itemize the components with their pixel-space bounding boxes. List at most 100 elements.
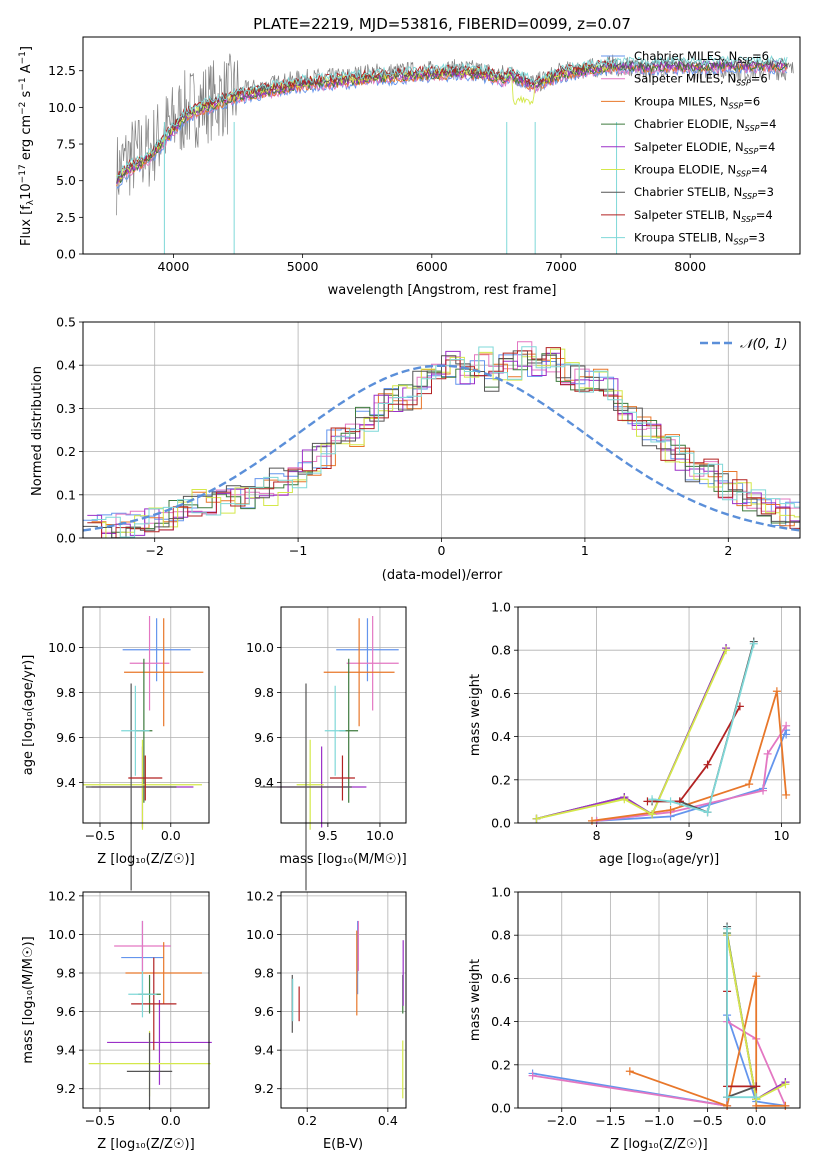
x-tick-label: 0.4 xyxy=(378,1113,398,1128)
weight-point-marker xyxy=(625,1067,634,1076)
legend-sub: SSP xyxy=(734,238,749,247)
grid xyxy=(518,891,800,1109)
weight-point-marker xyxy=(745,780,754,789)
legend-value: =6 xyxy=(743,94,760,108)
spectrum-title: PLATE=2219, MJD=53816, FIBERID=0099, z=0… xyxy=(253,15,631,33)
x-tick-label: −0.5 xyxy=(85,1113,115,1128)
weight-vs-age-panel: 8 9 10 0.0 0.2 0.4 0.6 0.8 1.0 age [log₁₀(age/yr)… xyxy=(468,600,801,867)
y-tick-label: 0.8 xyxy=(491,643,511,658)
hist-xlabel: (data-model)/error xyxy=(382,568,503,583)
y-tick-label: 9.2 xyxy=(254,1081,274,1096)
histogram-step-line xyxy=(87,350,800,536)
legend-entry: 𝒩(0, 1) xyxy=(740,337,787,352)
x-tick-label: 1 xyxy=(581,543,589,558)
legend-sub: SSP xyxy=(741,215,756,224)
weight-point-marker xyxy=(528,1071,537,1080)
weight-point-marker xyxy=(643,797,652,806)
legend-entry: Salpeter STELIB, NSSP=4 xyxy=(634,208,773,224)
axes-frame xyxy=(82,891,210,1109)
weight-point-marker xyxy=(723,1101,732,1110)
x-tick-label: −2 xyxy=(145,543,163,558)
x-tick-label: 0.0 xyxy=(161,1113,181,1128)
hist-ylabel: Normed distribution xyxy=(30,366,45,496)
x-tick-label: 7000 xyxy=(545,259,577,274)
panel-xlabel: Z [log₁₀(Z/Z☉)] xyxy=(97,1137,194,1152)
panel-xlabel: Z [log₁₀(Z/Z☉)] xyxy=(97,852,194,867)
legend-value: =6 xyxy=(752,49,769,63)
histogram-steps xyxy=(83,341,800,538)
y-tick-label: 9.8 xyxy=(56,685,76,700)
weight-point-marker xyxy=(723,924,732,933)
weight-point-marker xyxy=(781,1101,790,1110)
x-tick-label: 2 xyxy=(724,543,732,558)
weight-point-marker xyxy=(782,730,791,739)
x-tick-label: 9.5 xyxy=(318,828,338,843)
y-tick-label: 5.0 xyxy=(56,173,76,188)
age-vs-metallicity-panel: −0.5 0.0 9.4 9.6 9.8 10.0 Z [log₁₀(Z/Z☉)] age [… xyxy=(21,606,210,891)
y-tick-label: 9.6 xyxy=(254,730,274,745)
axes-frame xyxy=(280,891,407,1109)
x-tick-label: 4000 xyxy=(158,259,190,274)
y-tick-label: 9.4 xyxy=(56,1043,76,1058)
mass-vs-metallicity-panel: −0.5 0.0 9.2 9.4 9.6 9.8 10.0 10.2 Z [log₁₀(Z/Z☉… xyxy=(21,888,212,1152)
spectrum-panel: PLATE=2219, MJD=53816, FIBERID=0099, z=0… xyxy=(18,15,801,298)
y-tick-label: 0.0 xyxy=(491,1101,511,1116)
legend-value: =4 xyxy=(751,163,768,177)
grid xyxy=(83,607,209,823)
x-tick-label: −1.5 xyxy=(595,1113,625,1128)
y-tick-label: 10.0 xyxy=(48,927,76,942)
weight-point-marker xyxy=(763,749,772,758)
grid xyxy=(83,892,209,1108)
legend-value: =4 xyxy=(760,117,777,131)
legend-entry: Chabrier MILES, NSSP=6 xyxy=(634,49,769,65)
panel-ylabel: mass weight xyxy=(468,674,483,756)
grid xyxy=(281,607,406,823)
x-tick-label: 0.0 xyxy=(161,828,181,843)
spectrum-xlabel: wavelength [Angstrom, rest frame] xyxy=(328,283,557,298)
y-tick-label: 0.1 xyxy=(56,487,76,502)
legend-entry: Kroupa MILES, NSSP=6 xyxy=(634,94,760,110)
y-tick-label: 0.4 xyxy=(491,1014,511,1029)
y-tick-label: 0.5 xyxy=(56,315,76,330)
panel-ylabel: age [log₁₀(age/yr)] xyxy=(21,655,36,776)
weight-point-marker xyxy=(703,808,712,817)
histogram-step-line xyxy=(83,354,800,526)
legend-sub: SSP xyxy=(737,56,752,65)
y-tick-label: 0.4 xyxy=(56,358,76,373)
panel-ylabel: mass weight xyxy=(468,959,483,1041)
y-tick-label: 9.4 xyxy=(56,775,76,790)
y-tick-label: 0.0 xyxy=(56,247,76,262)
y-tick-label: 0.2 xyxy=(56,444,76,459)
x-tick-label: 0.2 xyxy=(297,1113,317,1128)
y-tick-label: 9.8 xyxy=(254,966,274,981)
y-tick-label: 1.0 xyxy=(491,885,511,900)
legend-sub: SSP xyxy=(736,79,751,88)
axes-frame xyxy=(517,606,801,824)
weight-point-marker xyxy=(782,790,791,799)
y-tick-label: 9.6 xyxy=(56,730,76,745)
weight-point-marker xyxy=(587,816,596,825)
y-tick-label: 9.4 xyxy=(254,1043,274,1058)
spectrum-ylabel: Flux [fλ10−17 erg cm−2 s−1 A−1] xyxy=(18,46,36,246)
weight-point-marker xyxy=(703,760,712,769)
legend-value: =4 xyxy=(758,140,775,154)
legend-sub: SSP xyxy=(736,170,751,179)
histogram-step-line xyxy=(87,341,800,538)
panel-ylabel: mass [log₁₀(M/M☉)] xyxy=(21,936,36,1063)
weight-point-marker xyxy=(782,721,791,730)
axes-frame xyxy=(82,36,801,255)
legend-entry: Salpeter MILES, NSSP=6 xyxy=(634,72,768,88)
residual-histogram-panel: (data-model)/error Normed distribution −… xyxy=(30,315,801,583)
model-spectrum-line xyxy=(116,54,788,179)
x-tick-label: 8 xyxy=(593,828,601,843)
x-tick-label: 0.0 xyxy=(746,1113,766,1128)
x-tick-label: −1.0 xyxy=(644,1113,674,1128)
y-tick-label: 9.6 xyxy=(56,1004,76,1019)
weight-series-line xyxy=(536,647,727,820)
y-tick-label: 1.0 xyxy=(491,600,511,615)
axes-frame xyxy=(517,891,801,1109)
panel-xlabel: mass [log₁₀(M/M☉)] xyxy=(279,852,406,867)
x-tick-label: 9 xyxy=(685,828,693,843)
y-tick-label: 10.2 xyxy=(246,888,274,903)
